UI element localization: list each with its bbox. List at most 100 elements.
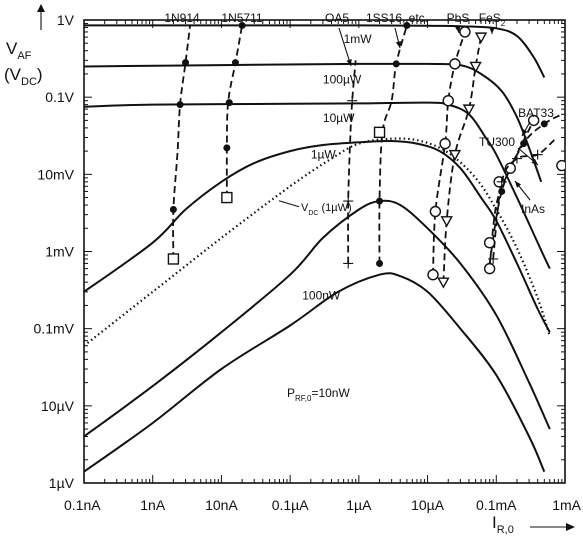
vdc-label-rest: (1µW) <box>318 202 351 214</box>
data-point-pbs <box>427 269 439 281</box>
series-line-v-dc-1-w <box>84 137 551 347</box>
curve-label-p-10nw-main: P <box>287 386 295 400</box>
y-axis-title2-sub: DC <box>21 76 37 88</box>
curve-label-100-wundefined-main: 100µW <box>323 73 362 87</box>
annotation-label-fes2-sub: 2 <box>501 19 506 28</box>
data-point-1n914 <box>169 206 177 214</box>
data-point-1ss16-etc <box>403 21 411 29</box>
y-tick-label: 1µV <box>49 475 75 491</box>
x-tick-label: 1mA <box>552 497 581 513</box>
y-tick-label: 1mV <box>45 244 74 260</box>
data-point-fes2 <box>437 277 450 289</box>
y-tick-label: 0.1V <box>45 89 74 105</box>
y-axis-title-line1: VAF <box>6 39 32 62</box>
data-point-pbs <box>439 137 451 150</box>
series-line-1ss16-etc <box>378 25 408 264</box>
curve-label-10-wundefined-main: 10µW <box>323 111 355 125</box>
annotation-arrowhead-oa5 <box>346 59 352 66</box>
annotation-label-tu300-main: TU300 <box>479 135 515 149</box>
x-axis-title-main: I <box>492 513 497 532</box>
annotation-label-oa5-main: OA5 <box>325 11 349 25</box>
data-point-inas <box>511 153 522 164</box>
series-line-fes2 <box>442 36 482 283</box>
curve-label-p-10nw: PRF,0=10nW <box>287 386 350 403</box>
data-point-bat33 <box>540 120 548 128</box>
x-tick-label: 1nA <box>140 497 166 513</box>
annotation-pbs: PbS <box>447 11 470 34</box>
series-v-dc-1-w <box>84 137 551 347</box>
annotation-arrowhead-fes2 <box>489 27 495 34</box>
data-point-pbs <box>442 94 454 107</box>
data-point-1n5711 <box>223 144 231 152</box>
curve-labels: 1mW 100µW 10µW 1µW 100nW PRF,0=10nW VDC (1µW) <box>278 32 373 403</box>
data-point-fes2 <box>448 149 462 162</box>
data-point-oa5 <box>343 196 354 207</box>
data-point-1n5711 <box>231 59 239 67</box>
data-point-1n914 <box>181 59 189 67</box>
x-tick-label: 10nA <box>205 497 238 513</box>
annotation-leader-oa5 <box>338 27 352 67</box>
series-oa5 <box>343 60 358 269</box>
annotation-tu300: TU300 <box>479 135 539 166</box>
series-1mw <box>84 24 546 78</box>
y-tick-label: 10mV <box>37 166 74 182</box>
data-point-pbs <box>459 26 471 38</box>
x-tick-label: 0.1nA <box>64 497 101 513</box>
y-tick-label: 10µV <box>41 398 75 414</box>
data-point-oa5 <box>343 258 354 269</box>
data-point-fes2 <box>462 104 476 116</box>
y-tick-label: 1V <box>57 12 75 28</box>
series-100nw <box>84 199 551 438</box>
diode-series <box>167 21 565 289</box>
data-point-inas <box>532 149 543 160</box>
y-axis-title-line2: (VDC) <box>4 65 43 88</box>
vdc-label-sub: DC <box>308 210 318 217</box>
annotation-label-pbs-main: PbS <box>447 11 470 25</box>
series-line-100nw <box>84 199 551 438</box>
plot-frame <box>83 19 566 484</box>
x-tick-label: 0.1mA <box>476 497 517 513</box>
data-point-1ss16-etc <box>373 126 386 139</box>
y-axis-title-sub: AF <box>17 50 31 62</box>
data-point-1n5711 <box>221 191 233 204</box>
data-point-oa5 <box>347 95 358 106</box>
series-10nw <box>84 272 546 473</box>
data-point-tu300 <box>483 237 496 249</box>
annotation-label-1n5711-main: 1N5711 <box>221 11 262 25</box>
data-point-1ss16-etc <box>392 60 400 68</box>
x-axis-title: IR,0 <box>492 513 575 536</box>
series-bat33 <box>488 113 563 264</box>
vdc-label-leader <box>278 200 300 208</box>
x-tick-label: 10µA <box>411 497 445 513</box>
y-axis-title-main: V <box>6 39 18 58</box>
curve-label-1mwundefined-main: 1mW <box>344 32 373 46</box>
annotation-inas: InAs <box>514 180 545 216</box>
axis-ticks: 0.1nA 1nA 10nA 0.1µA 1µA 10µA 0.1mA 1mA 1µV 10µV 0… <box>34 12 582 513</box>
data-point-fes2 <box>474 32 488 44</box>
series-1n5711 <box>221 21 246 204</box>
series-1n914 <box>167 25 191 265</box>
series-fes2 <box>437 32 488 289</box>
series-1-w <box>84 139 551 333</box>
curve-label-100-wundefined: 100µW <box>323 73 362 87</box>
annotation-label-inas: InAs <box>521 202 545 216</box>
data-point-1n5711 <box>225 99 233 107</box>
annotation-oa5: OA5 <box>325 11 352 67</box>
annotation-fes2: FeS2 <box>479 11 506 34</box>
y-tick-label: 0.1mV <box>34 321 75 337</box>
series-line-oa5 <box>347 60 357 264</box>
curve-label-100nwundefined-main: 100nW <box>302 288 341 302</box>
data-point-1n914 <box>167 253 180 265</box>
annotation-label-fes2: FeS2 <box>479 11 506 28</box>
annotation-label-tu300: TU300 <box>479 135 515 149</box>
y-axis-title: VAF (VDC) <box>4 4 45 88</box>
curve-label-1mwundefined: 1mW <box>344 32 373 46</box>
annotation-label-1ss16-etc: 1SS16, etc. <box>366 11 428 25</box>
curve-label-100nwundefined: 100nW <box>302 288 341 302</box>
data-point-pbs <box>429 205 442 218</box>
annotation-label-pbs: PbS <box>447 11 470 25</box>
series-line-inas <box>492 139 556 260</box>
annotation-label-1n914-main: 1N914 <box>164 11 200 25</box>
curve-label-10-wundefined: 10µW <box>323 111 355 125</box>
